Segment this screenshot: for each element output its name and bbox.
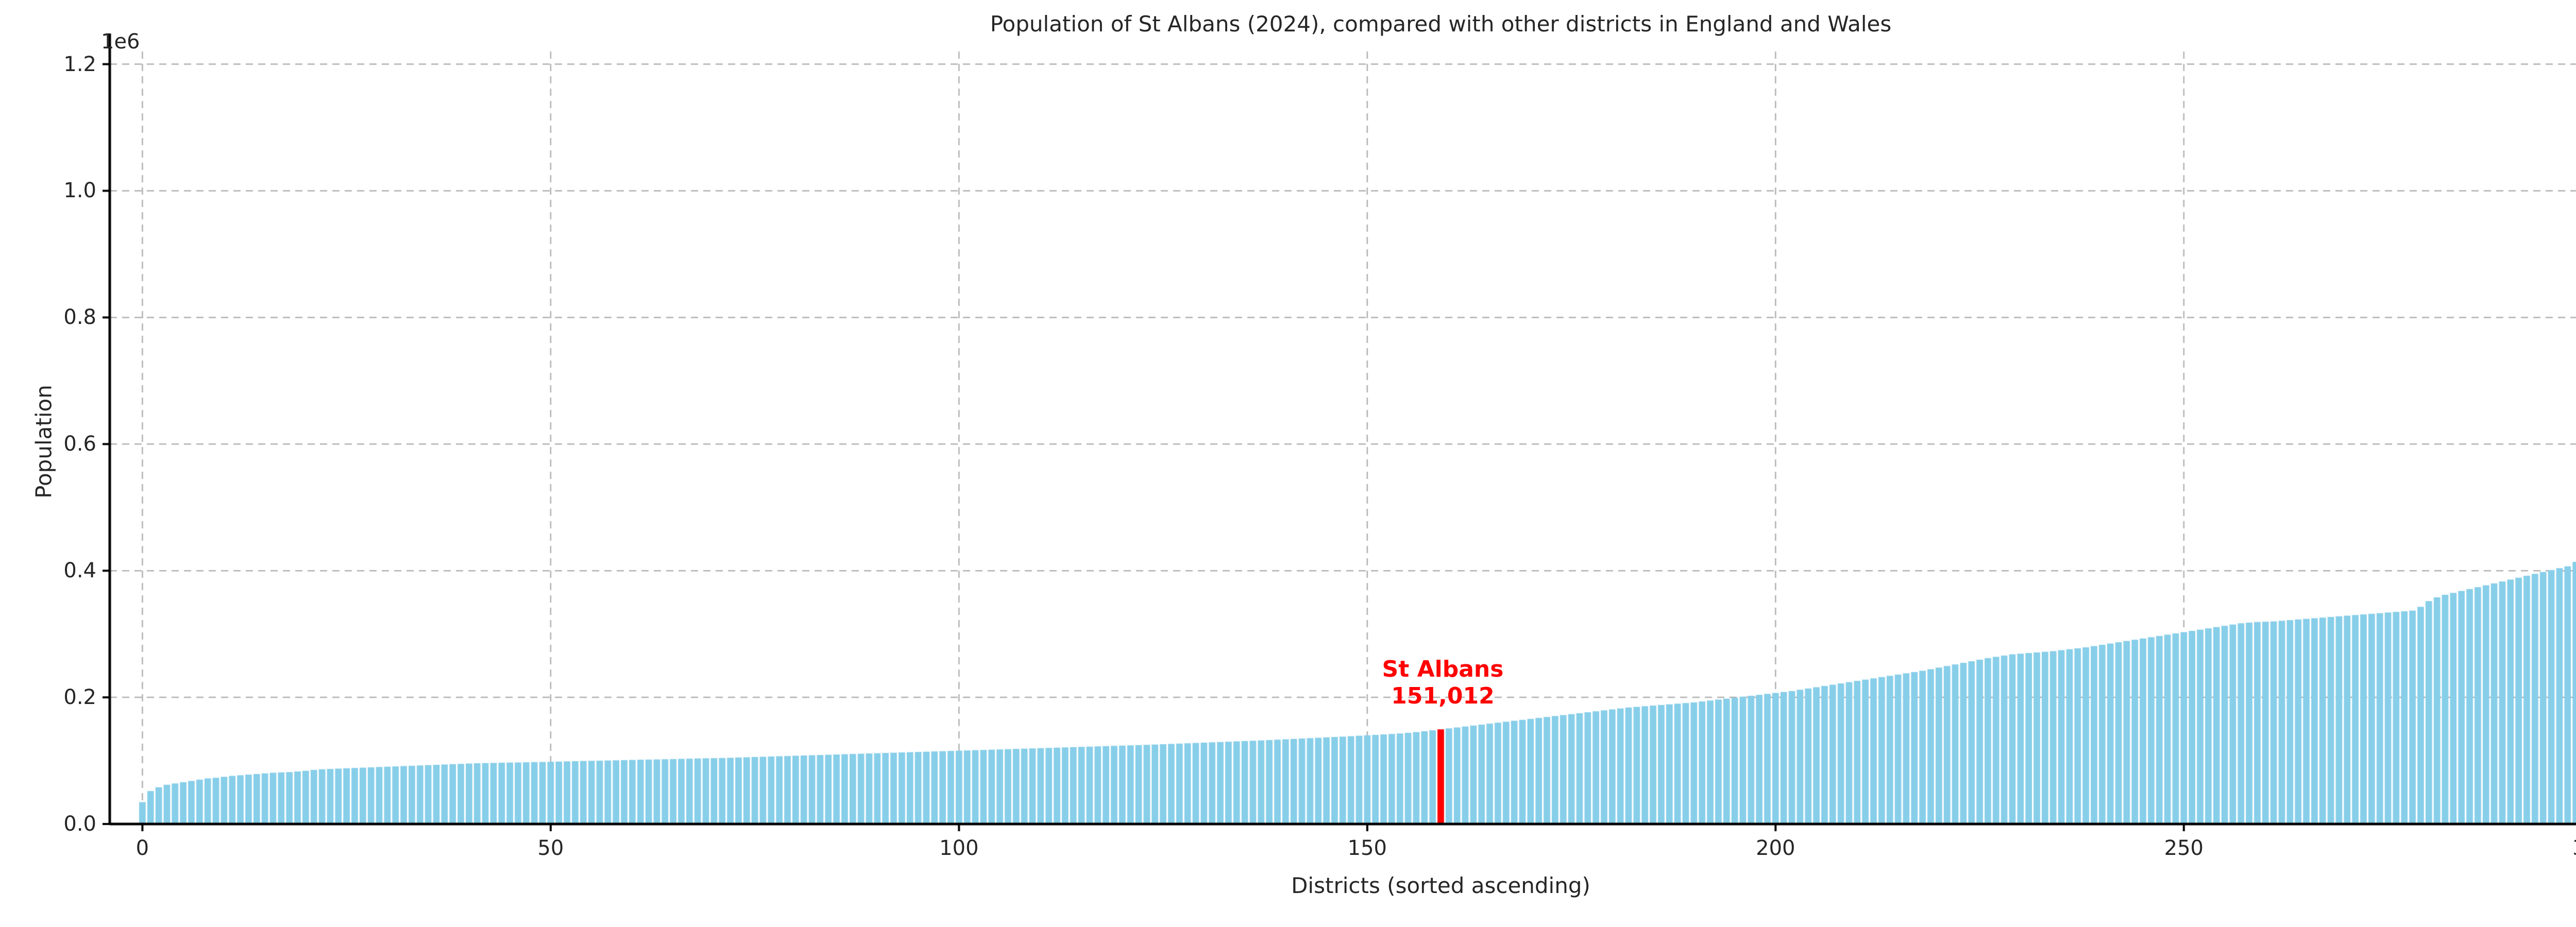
x-tick-label: 250: [2164, 836, 2204, 860]
y-tick-label: 0.6: [63, 432, 96, 456]
y-axis-exponent-label: 1e6: [101, 30, 140, 54]
x-tick-label: 200: [1756, 836, 1795, 860]
y-tick-label: 0.0: [63, 812, 96, 836]
x-tick-label: 150: [1347, 836, 1387, 860]
y-tick-label: 0.8: [63, 305, 96, 330]
x-tick-label: 300: [2540, 836, 2576, 860]
x-axis-label: Districts (sorted ascending): [1291, 873, 1590, 898]
x-tick-label: 100: [939, 836, 979, 860]
annotation-name: St Albans: [1382, 656, 1504, 683]
st-albans-annotation: St Albans 151,012: [1382, 656, 1504, 710]
x-tick-label: 50: [537, 836, 564, 860]
y-tick-label: 0.2: [63, 685, 96, 710]
y-tick-label: 0.4: [63, 559, 96, 583]
x-tick-label: 0: [135, 836, 149, 860]
annotation-value: 151,012: [1391, 683, 1495, 710]
y-tick-label: 1.2: [63, 52, 96, 76]
y-tick-label: 1.0: [63, 179, 96, 203]
